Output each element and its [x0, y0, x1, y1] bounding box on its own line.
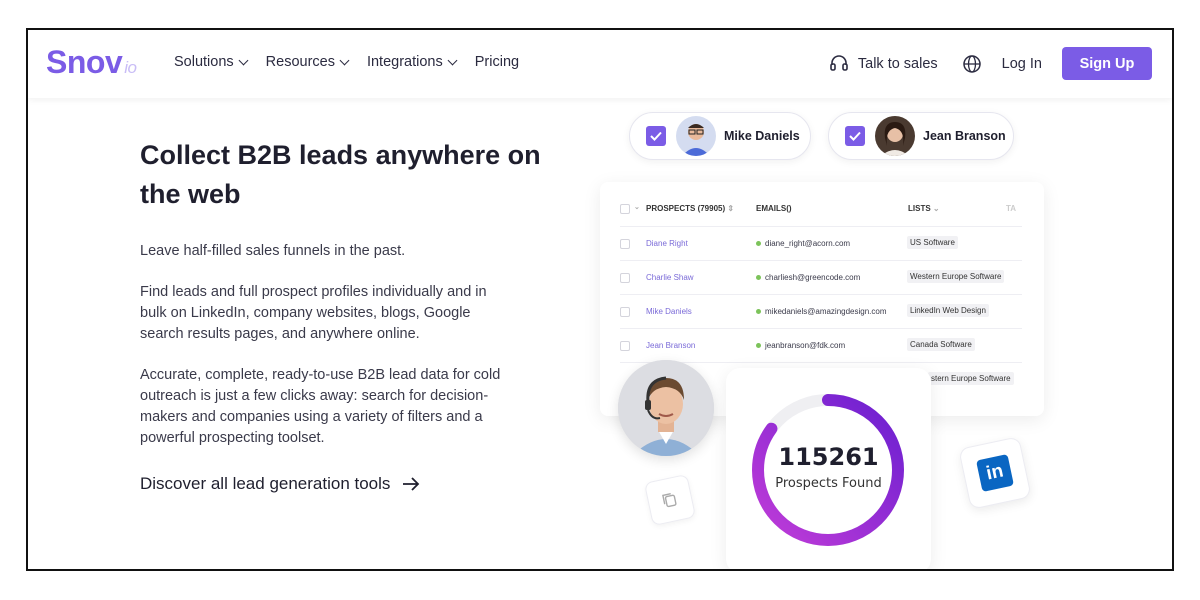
header-actions: Talk to sales Log In Sign Up: [829, 47, 1152, 80]
globe-icon: [962, 54, 981, 73]
verified-dot-icon: [756, 343, 761, 348]
copy-tile: [643, 473, 697, 527]
list-tag: US Software: [907, 236, 958, 249]
prospects-found-label: Prospects Found: [775, 476, 882, 491]
nav-pricing[interactable]: Pricing: [474, 54, 520, 70]
progress-ring: [752, 394, 904, 546]
top-nav: Snov io Solutions Resources Integrations …: [28, 30, 1172, 98]
nav-resources[interactable]: Resources: [266, 54, 350, 70]
row-checkbox[interactable]: [620, 341, 630, 351]
column-lists[interactable]: LISTS ⌄: [908, 204, 940, 213]
login-link[interactable]: Log In: [1001, 55, 1042, 72]
nav-integrations[interactable]: Integrations: [367, 54, 458, 70]
table-row[interactable]: Jean Branson jeanbranson@fdk.com Canada …: [620, 328, 1022, 362]
linkedin-tile: in: [958, 436, 1032, 510]
selected-contact-chip: Mike Daniels: [629, 112, 811, 160]
table-header: ⌄ PROSPECTS (79905) ⇕ EMAILS() LISTS ⌄ T…: [600, 200, 1044, 220]
column-prospects[interactable]: PROSPECTS (79905) ⇕: [646, 204, 735, 213]
signup-button[interactable]: Sign Up: [1062, 47, 1152, 80]
prospect-name[interactable]: Mike Daniels: [646, 307, 692, 316]
linkedin-icon: in: [976, 454, 1014, 492]
hero-paragraph: Leave half-filled sales funnels in the p…: [140, 243, 406, 259]
verified-dot-icon: [756, 309, 761, 314]
progress-ring-arc: [752, 394, 904, 546]
arrow-right-icon: [403, 477, 420, 491]
checkbox-checked-icon: [646, 126, 666, 146]
table-row[interactable]: Charlie Shaw charliesh@greencode.com Wes…: [620, 260, 1022, 294]
checkbox-checked-icon: [845, 126, 865, 146]
chevron-down-icon: [339, 55, 350, 65]
language-selector[interactable]: [962, 54, 982, 74]
prospect-name[interactable]: Jean Branson: [646, 341, 696, 350]
prospect-email: jeanbranson@fdk.com: [756, 341, 845, 350]
verified-dot-icon: [756, 275, 761, 280]
hero-headline: Collect B2B leads anywhere on the web: [140, 140, 541, 209]
hero-paragraph: Find leads and full prospect profiles in…: [140, 284, 487, 342]
chevron-down-icon: [447, 55, 458, 65]
list-tag: Western Europe Software: [907, 270, 1005, 283]
avatar: [875, 116, 915, 156]
row-checkbox[interactable]: [620, 307, 630, 317]
copy-icon: [662, 493, 677, 508]
column-emails[interactable]: EMAILS(): [756, 204, 792, 213]
headset-icon: [830, 54, 848, 71]
talk-to-sales-link[interactable]: Talk to sales: [829, 54, 938, 74]
prospects-found-count: 115261: [778, 443, 879, 471]
table-row[interactable]: stern Europe Software: [620, 362, 1022, 396]
selected-contact-chip: Jean Branson: [828, 112, 1014, 160]
hero-text: Collect B2B leads anywhere on the web Le…: [140, 136, 560, 449]
table-row[interactable]: Mike Daniels mikedaniels@amazingdesign.c…: [620, 294, 1022, 328]
prospect-email: charliesh@greencode.com: [756, 273, 860, 282]
discover-tools-link[interactable]: Discover all lead generation tools: [140, 474, 420, 494]
row-checkbox[interactable]: [620, 273, 630, 283]
logo[interactable]: Snov io: [46, 44, 137, 80]
list-tag: stern Europe Software: [928, 372, 1014, 385]
verified-dot-icon: [756, 241, 761, 246]
prospect-name[interactable]: Diane Right: [646, 239, 688, 248]
prospects-found-card: 115261 Prospects Found: [726, 368, 931, 569]
chevron-down-icon: ⌄: [634, 204, 640, 211]
row-checkbox[interactable]: [620, 239, 630, 249]
prospect-email: mikedaniels@amazingdesign.com: [756, 307, 887, 316]
list-tag: Canada Software: [907, 338, 975, 351]
hero-paragraph: Accurate, complete, ready-to-use B2B lea…: [140, 367, 501, 446]
prospect-email: diane_right@acorn.com: [756, 239, 850, 248]
table-row[interactable]: Diane Right diane_right@acorn.com US Sof…: [620, 226, 1022, 260]
nav-solutions[interactable]: Solutions: [174, 54, 249, 70]
main-nav: Solutions Resources Integrations Pricing: [174, 54, 519, 70]
page-frame: Snov io Solutions Resources Integrations …: [26, 28, 1174, 571]
column-truncated: TA: [1006, 204, 1017, 213]
prospect-name[interactable]: Charlie Shaw: [646, 273, 694, 282]
chevron-down-icon: [238, 55, 249, 65]
list-tag: LinkedIn Web Design: [907, 304, 989, 317]
select-all-checkbox[interactable]: [620, 204, 630, 214]
avatar: [676, 116, 716, 156]
support-agent-photo: [618, 360, 714, 456]
